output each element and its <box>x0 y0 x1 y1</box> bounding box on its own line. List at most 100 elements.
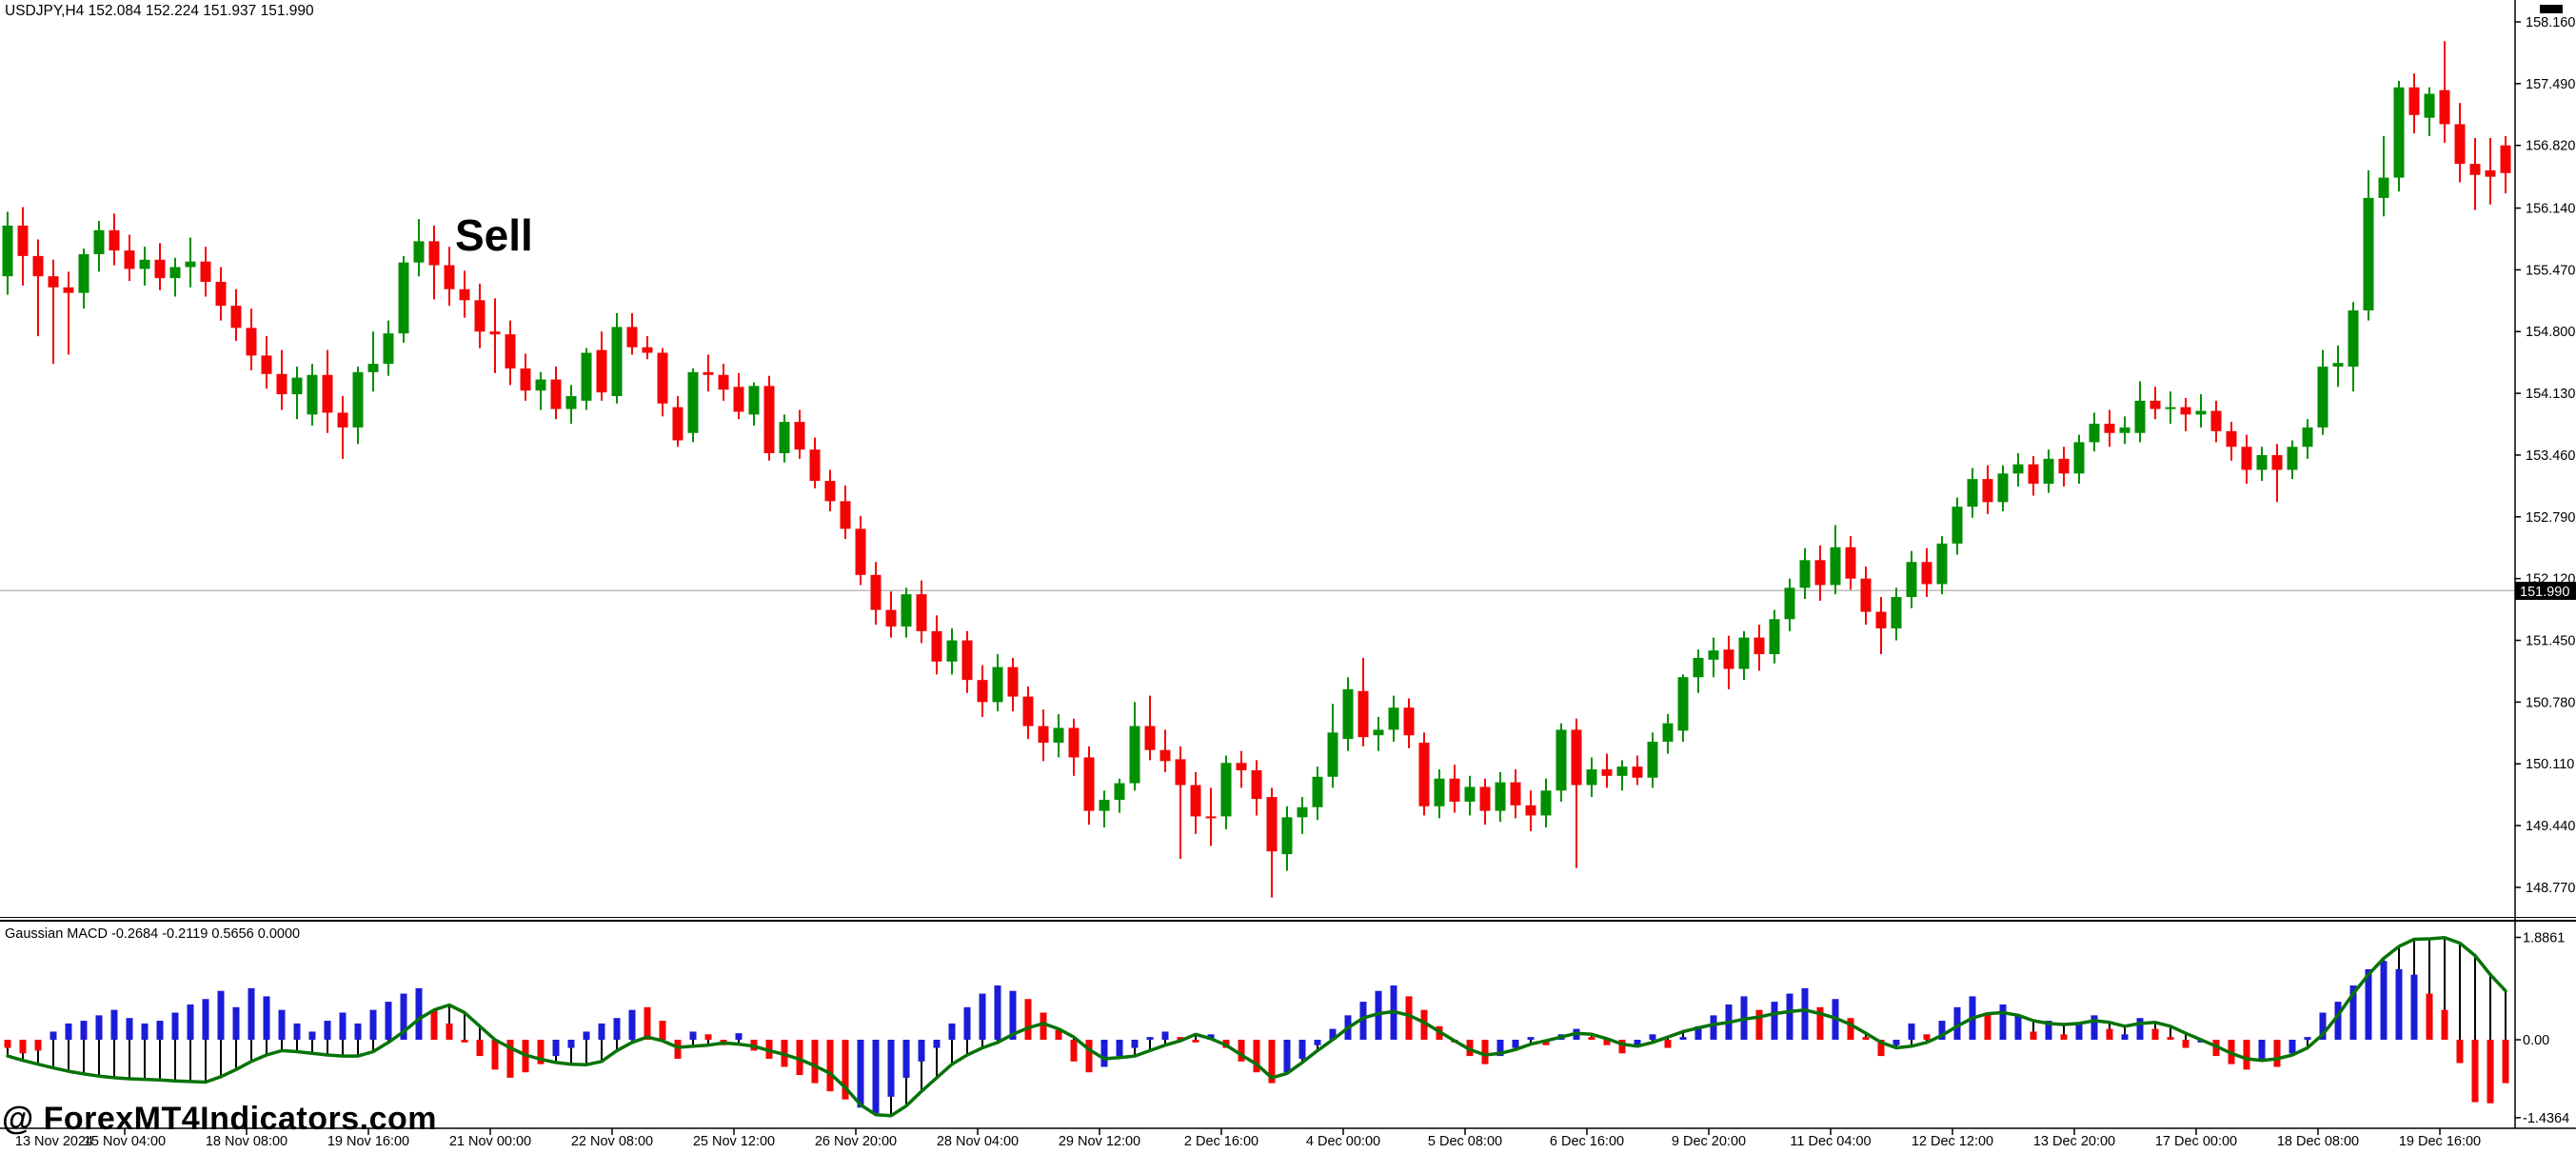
time-axis-label: 4 Dec 00:00 <box>1306 1134 1380 1149</box>
candle-body <box>1007 667 1019 697</box>
candle-body <box>1860 578 1872 612</box>
candle-body <box>733 387 744 412</box>
candle-body <box>48 276 59 288</box>
macd-histogram-bar <box>689 1031 697 1040</box>
macd-histogram-bar <box>415 987 423 1040</box>
candle-body <box>2363 197 2374 310</box>
macd-histogram-bar <box>1192 1040 1199 1043</box>
candle-body <box>2150 400 2161 409</box>
candle-body <box>367 364 379 372</box>
candle-body <box>703 371 714 375</box>
candle-body <box>2439 90 2450 125</box>
macd-histogram-bar <box>324 1021 331 1040</box>
macd-histogram-bar <box>2060 1034 2068 1040</box>
macd-histogram-bar <box>963 1006 971 1040</box>
candle-body <box>2424 93 2435 118</box>
macd-histogram-bar <box>1314 1040 1321 1045</box>
candle-body <box>1982 479 1993 503</box>
macd-histogram-bar <box>2365 968 2372 1040</box>
candle-body <box>1845 547 1856 579</box>
candle-body <box>1693 657 1704 678</box>
candle-body <box>1571 729 1582 786</box>
candle-body <box>901 594 912 627</box>
candle-body <box>276 373 287 395</box>
macd-histogram-bar <box>1877 1040 1885 1057</box>
watermark: @ ForexMT4Indicators.com <box>2 1101 437 1137</box>
time-axis-label: 26 Nov 20:00 <box>815 1134 897 1149</box>
candle-body <box>1936 543 1948 585</box>
candle-body <box>2348 309 2359 368</box>
price-axis-label: 152.790 <box>2526 510 2575 526</box>
time-axis-label: 11 Dec 04:00 <box>1790 1134 1871 1149</box>
candle-body <box>1205 816 1217 819</box>
macd-histogram-bar <box>552 1040 560 1057</box>
candle-body <box>2469 164 2481 175</box>
macd-histogram-bar <box>2456 1040 2464 1064</box>
macd-histogram-bar <box>1085 1040 1093 1073</box>
macd-histogram-bar <box>4 1040 11 1048</box>
macd-histogram-bar <box>1070 1040 1078 1062</box>
candle-body <box>63 287 74 293</box>
candle-body <box>581 352 592 401</box>
candle-body <box>139 259 150 269</box>
candle-body <box>535 379 546 391</box>
candle-body <box>1708 650 1719 660</box>
candle-body <box>1997 473 2009 503</box>
indicator-axis-label: 0.00 <box>2523 1033 2549 1048</box>
macd-histogram-bar <box>674 1040 682 1059</box>
candle-body <box>1297 806 1308 818</box>
macd-histogram-bar <box>1801 987 1809 1040</box>
candle-body <box>2408 87 2420 115</box>
candle-body <box>1967 479 1978 507</box>
macd-histogram-bar <box>567 1040 575 1048</box>
candle-body <box>840 501 851 529</box>
candle-body <box>718 374 729 390</box>
time-axis-label: 5 Dec 08:00 <box>1428 1134 1502 1149</box>
candle-body <box>961 640 973 681</box>
macd-histogram-bar <box>1771 1002 1778 1040</box>
macd-histogram-bar <box>1055 1029 1062 1040</box>
candle-body <box>2165 407 2176 409</box>
candle-body <box>2119 427 2130 433</box>
macd-histogram-bar <box>141 1023 149 1040</box>
candle-body <box>916 594 927 631</box>
candle-body <box>2378 177 2389 198</box>
candle-body <box>626 327 638 348</box>
macd-histogram-bar <box>857 1040 864 1108</box>
macd-histogram-bar <box>1329 1028 1337 1040</box>
candle-body <box>1677 677 1689 731</box>
macd-histogram-bar <box>1496 1040 1504 1057</box>
macd-histogram-bar <box>187 1004 194 1040</box>
macd-histogram-bar <box>2136 1018 2144 1040</box>
candle-body <box>870 574 882 610</box>
candle-body <box>1418 742 1430 806</box>
candle-body <box>505 334 516 368</box>
candle-body <box>1449 778 1460 802</box>
macd-histogram-bar <box>902 1040 910 1078</box>
macd-histogram-bar <box>278 1009 286 1040</box>
macd-histogram-bar <box>1527 1037 1535 1040</box>
macd-histogram-bar <box>613 1018 621 1040</box>
macd-histogram-bar <box>1603 1040 1611 1045</box>
price-axis-label: 156.140 <box>2526 202 2575 217</box>
macd-histogram-bar <box>2487 1040 2494 1104</box>
time-axis-label: 21 Nov 00:00 <box>449 1134 531 1149</box>
candle-body <box>109 229 120 251</box>
macd-histogram-bar <box>1359 1002 1367 1040</box>
candle-body <box>1921 562 1932 585</box>
candle-body <box>1906 562 1917 598</box>
candle-body <box>794 422 805 450</box>
macd-histogram-bar <box>506 1040 514 1078</box>
macd-histogram-bar <box>2182 1040 2190 1048</box>
candle-body <box>2271 454 2283 470</box>
price-axis-label: 156.820 <box>2526 139 2575 154</box>
macd-histogram-bar <box>2471 1040 2479 1103</box>
candle-body <box>2 225 13 277</box>
candle-body <box>215 281 227 307</box>
time-axis-label: 9 Dec 20:00 <box>1672 1134 1746 1149</box>
candle-body <box>596 349 607 393</box>
macd-histogram-bar <box>1161 1031 1169 1040</box>
time-axis-label: 25 Nov 12:00 <box>693 1134 775 1149</box>
